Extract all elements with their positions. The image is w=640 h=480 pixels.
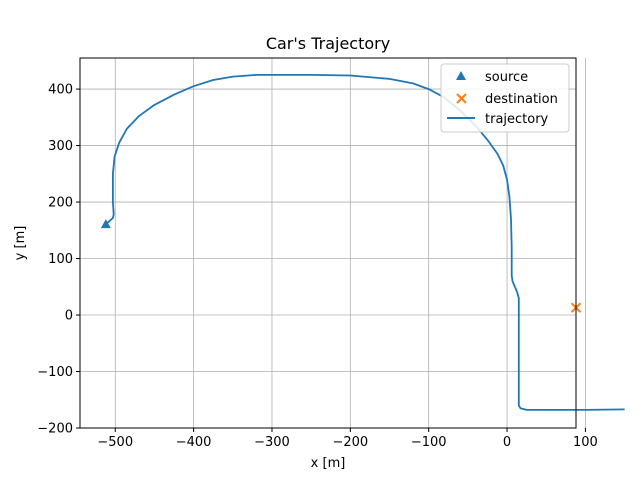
- legend: source destination trajectory: [440, 63, 570, 133]
- y-tick-label: 0: [65, 309, 73, 324]
- x-tick-label: −500: [97, 435, 133, 450]
- chart-title: Car's Trajectory: [266, 34, 390, 53]
- x-tick-label: −100: [411, 435, 447, 450]
- y-tick-label: 200: [48, 196, 73, 211]
- x-tick-label: −200: [332, 435, 368, 450]
- y-tick-label: −100: [37, 365, 73, 380]
- legend-trajectory-label: trajectory: [485, 112, 549, 127]
- y-axis-label: y [m]: [13, 226, 28, 261]
- x-axis-label: x [m]: [311, 456, 346, 471]
- y-tick-label: 100: [48, 252, 73, 267]
- x-tick-label: −400: [176, 435, 212, 450]
- axis-ticks: −500 −400 −300 −200 −100 0 100 −200 −100 0 100 200 3…: [37, 83, 598, 450]
- x-tick-label: 100: [573, 435, 598, 450]
- x-tick-label: −300: [254, 435, 290, 450]
- legend-box: [440, 63, 570, 133]
- legend-source-label: source: [485, 70, 528, 85]
- legend-source-icon: [456, 71, 466, 80]
- plot-frame: [79, 57, 577, 429]
- source-marker: [100, 219, 111, 229]
- legend-destination-label: destination: [485, 92, 558, 107]
- y-tick-label: −200: [37, 422, 73, 437]
- y-tick-label: 300: [48, 139, 73, 154]
- y-tick-label: 400: [48, 83, 73, 98]
- legend-destination-icon: [456, 93, 467, 104]
- x-tick-label: 0: [503, 435, 511, 450]
